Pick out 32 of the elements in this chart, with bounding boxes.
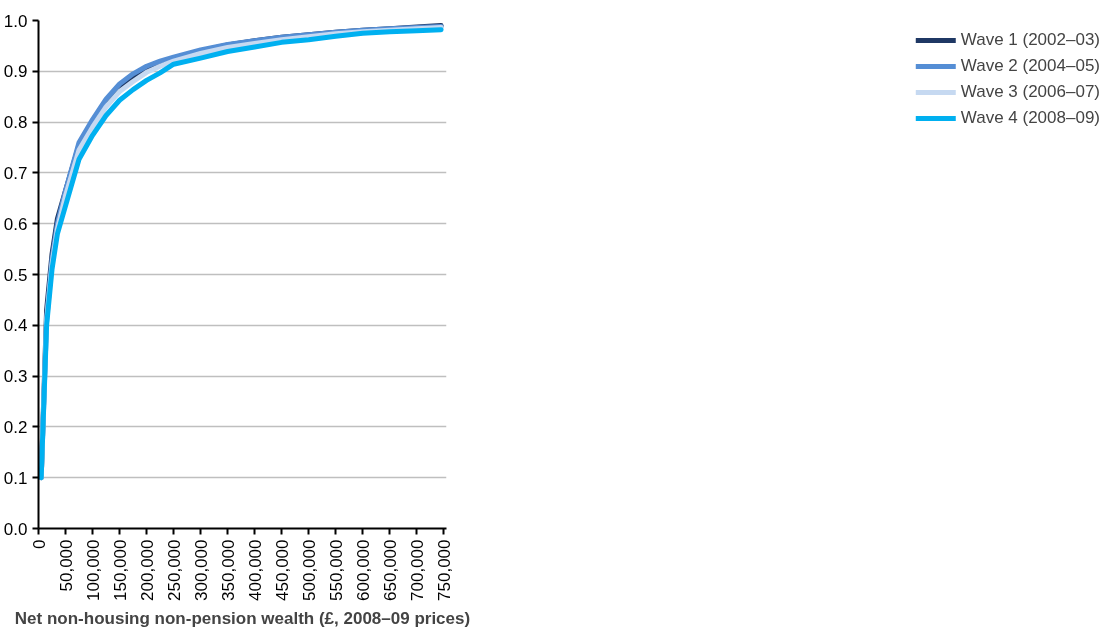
- y-tick-label: 0.3: [3, 367, 28, 387]
- y-tick-label: 0.9: [3, 62, 28, 82]
- y-tick-label: 0.7: [3, 163, 28, 183]
- x-tick-label: 0: [29, 539, 49, 549]
- y-tick-label: 0.1: [3, 468, 28, 488]
- x-tick-label: 600,000: [353, 539, 373, 601]
- x-tick-label: 300,000: [191, 539, 211, 601]
- x-tick-label: 750,000: [434, 539, 454, 601]
- x-tick-label: 350,000: [218, 539, 238, 601]
- legend-label: Wave 3 (2006–07): [960, 82, 1100, 102]
- x-tick-label: 150,000: [110, 539, 130, 601]
- legend-label: Wave 2 (2004–05): [960, 56, 1100, 76]
- x-tick-label: 700,000: [407, 539, 427, 601]
- y-tick-label: 0.6: [3, 214, 28, 234]
- x-tick-label: 50,000: [56, 539, 76, 592]
- legend-label: Wave 4 (2008–09): [960, 108, 1100, 128]
- x-axis-title: Net non-housing non-pension wealth (£, 2008–09 prices): [14, 608, 471, 628]
- x-tick-label: 100,000: [83, 539, 103, 601]
- x-tick-label: 250,000: [164, 539, 184, 601]
- x-tick-label: 550,000: [326, 539, 346, 601]
- y-tick-label: 0.0: [3, 519, 28, 539]
- legend-label: Wave 1 (2002–03): [960, 30, 1100, 50]
- x-tick-label: 200,000: [137, 539, 157, 601]
- y-tick-label: 1.0: [3, 11, 28, 31]
- x-tick-label: 650,000: [380, 539, 400, 601]
- y-tick-label: 0.5: [3, 265, 28, 285]
- y-tick-label: 0.8: [3, 113, 28, 133]
- y-tick-label: 0.4: [3, 316, 28, 336]
- x-tick-label: 400,000: [245, 539, 265, 601]
- x-tick-label: 500,000: [299, 539, 319, 601]
- x-tick-label: 450,000: [272, 539, 292, 601]
- y-tick-label: 0.2: [3, 417, 28, 437]
